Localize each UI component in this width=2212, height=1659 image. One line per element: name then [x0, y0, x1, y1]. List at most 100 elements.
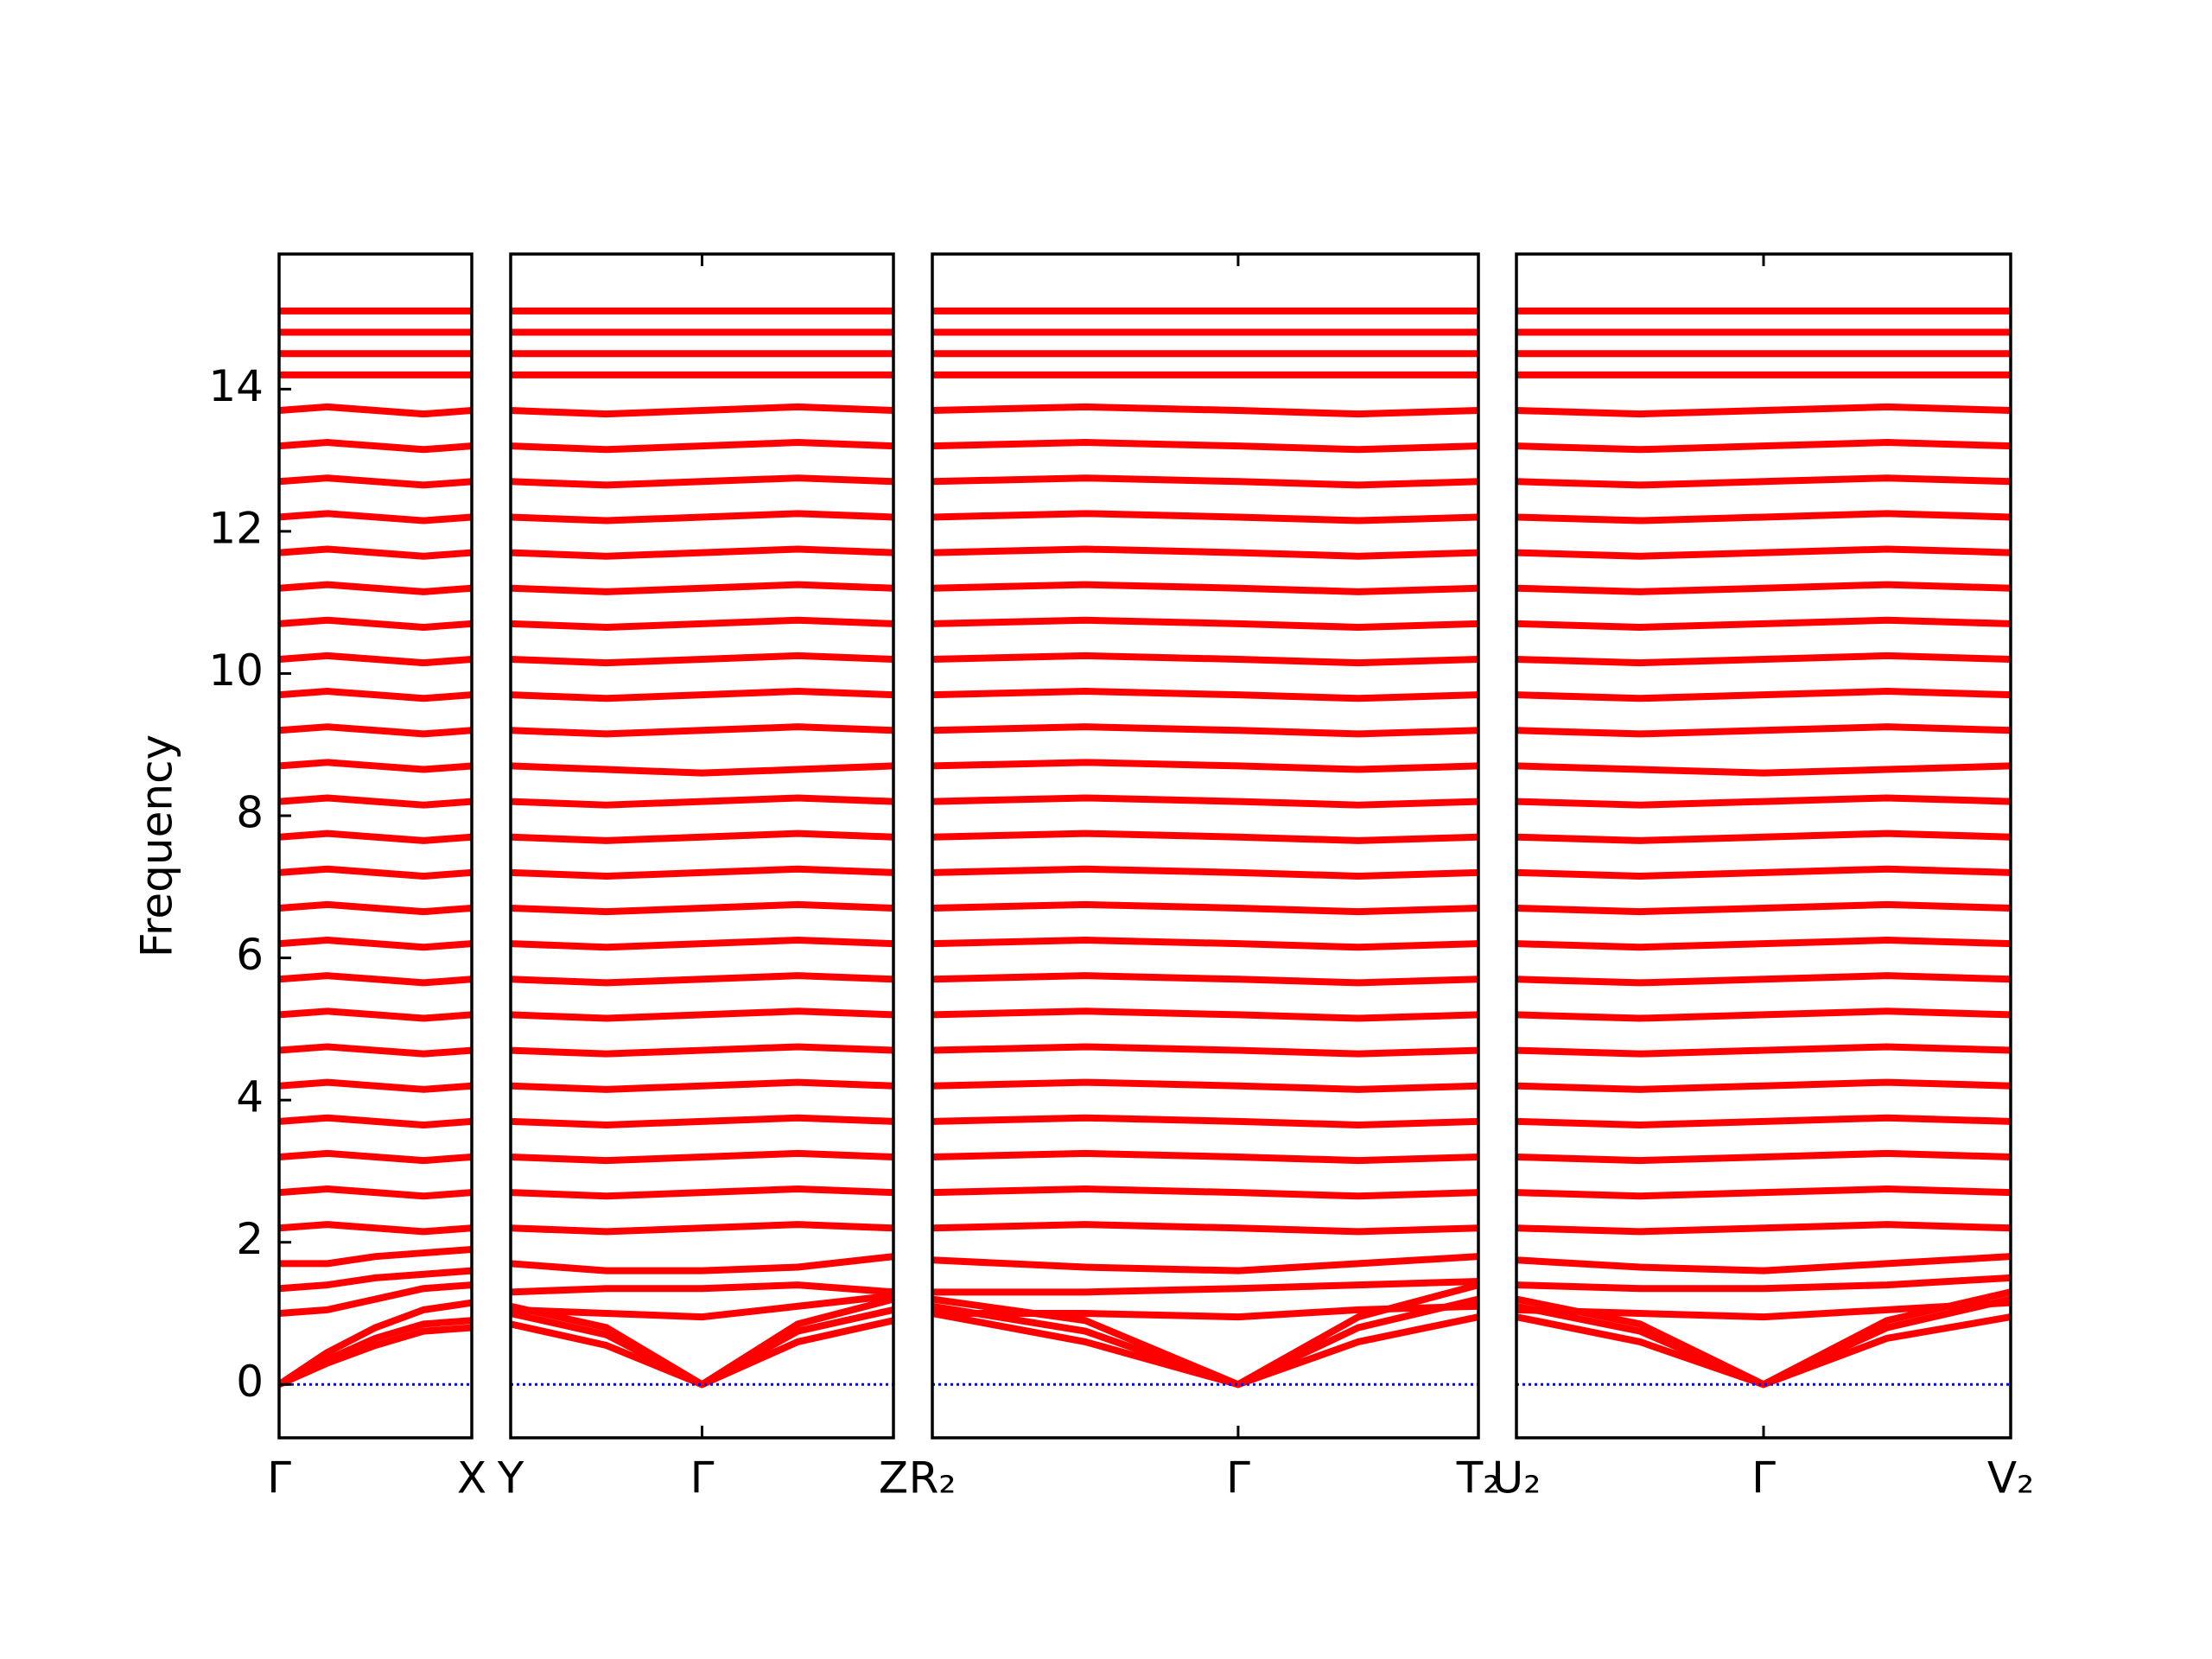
band-line	[932, 474, 1478, 489]
band-line	[1516, 1078, 2011, 1093]
band-line	[1516, 545, 2011, 560]
band-line	[511, 1295, 893, 1389]
x-tick-label: Γ	[267, 1453, 291, 1503]
y-tick-label: 4	[236, 1072, 264, 1122]
band-line	[279, 830, 472, 844]
band-line	[1516, 1043, 2011, 1058]
band-line	[932, 1185, 1478, 1200]
band-line	[511, 545, 893, 560]
band-line	[932, 900, 1478, 916]
band-line	[1516, 403, 2011, 418]
band-line	[279, 474, 472, 489]
band-line	[511, 581, 893, 595]
band-line	[279, 545, 472, 560]
band-line	[511, 972, 893, 987]
band-line	[932, 937, 1478, 951]
band-line	[1516, 616, 2011, 631]
band-line	[511, 510, 893, 524]
y-tick-label: 2	[236, 1214, 264, 1264]
panel	[932, 307, 1478, 1389]
band-line	[932, 1277, 1478, 1296]
band-line	[932, 972, 1478, 987]
band-line	[511, 474, 893, 489]
x-tick-label: Γ	[1226, 1453, 1250, 1503]
band-line	[279, 1267, 472, 1293]
band-line	[1516, 1274, 2011, 1293]
band-line	[279, 865, 472, 880]
x-tick-label: Γ	[1751, 1453, 1776, 1503]
band-line	[279, 688, 472, 702]
band-line	[1516, 1313, 2011, 1389]
band-line	[511, 830, 893, 844]
band-line	[279, 510, 472, 524]
band-line	[279, 1043, 472, 1058]
band-line	[279, 1007, 472, 1022]
band-line	[279, 1221, 472, 1236]
x-tick-label: Γ	[690, 1453, 715, 1503]
band-line	[932, 1078, 1478, 1093]
band-line	[1516, 688, 2011, 702]
band-line	[511, 1149, 893, 1165]
x-tick-label: R₂	[909, 1453, 957, 1503]
band-line	[511, 1317, 893, 1389]
y-tick-label: 8	[236, 788, 264, 838]
panel	[1516, 307, 2011, 1389]
band-line	[279, 616, 472, 631]
x-tick-label: U₂	[1492, 1453, 1541, 1503]
band-line	[1516, 1253, 2011, 1274]
band-line	[1516, 762, 2011, 777]
band-line	[1516, 794, 2011, 809]
band-line	[279, 1185, 472, 1200]
panel	[279, 307, 472, 1388]
band-line	[932, 439, 1478, 454]
band-line	[511, 1078, 893, 1093]
band-line	[1516, 1007, 2011, 1022]
x-tick-label: Y	[497, 1453, 524, 1503]
band-line	[511, 762, 893, 777]
band-line	[279, 937, 472, 951]
band-line	[1516, 1114, 2011, 1128]
band-line	[932, 723, 1478, 738]
band-line	[932, 759, 1478, 773]
band-line	[1516, 830, 2011, 844]
band-line	[1516, 1288, 2011, 1389]
band-line	[1516, 865, 2011, 880]
band-line	[279, 900, 472, 916]
band-line	[932, 581, 1478, 595]
band-line	[511, 1185, 893, 1200]
band-line	[1516, 937, 2011, 951]
band-line	[279, 403, 472, 418]
band-line	[932, 1253, 1478, 1274]
panel-frame	[931, 252, 1480, 1440]
band-line	[932, 510, 1478, 524]
x-tick-label: X	[457, 1453, 486, 1503]
y-tick-label: 12	[208, 503, 264, 553]
panel-frame	[277, 252, 474, 1440]
band-line	[279, 759, 472, 773]
band-line	[279, 652, 472, 667]
x-tick-label: V₂	[1987, 1453, 2034, 1503]
band-line	[932, 1043, 1478, 1058]
band-line	[932, 1221, 1478, 1236]
panel	[511, 307, 893, 1389]
band-line	[511, 937, 893, 951]
band-line	[1516, 474, 2011, 489]
band-line	[511, 1292, 893, 1321]
band-line	[279, 1114, 472, 1128]
band-line	[511, 403, 893, 418]
band-line	[511, 1221, 893, 1236]
band-line	[1516, 1221, 2011, 1236]
band-line	[1516, 900, 2011, 916]
band-line	[511, 652, 893, 667]
band-line	[511, 616, 893, 631]
band-line	[1516, 581, 2011, 595]
band-line	[932, 1149, 1478, 1165]
band-line	[511, 723, 893, 738]
y-tick-label: 0	[236, 1357, 264, 1407]
band-line	[511, 865, 893, 880]
band-line	[279, 1317, 472, 1388]
band-line	[1516, 1185, 2011, 1200]
band-line	[279, 1149, 472, 1165]
